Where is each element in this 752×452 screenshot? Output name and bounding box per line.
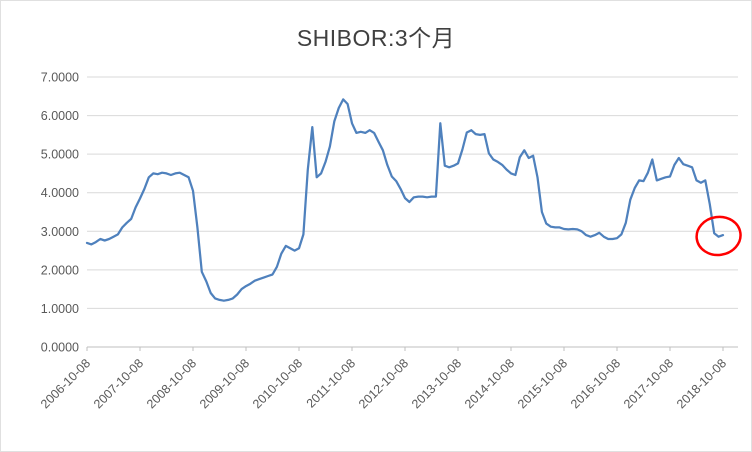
x-axis-tick-label: 2017-10-08 xyxy=(621,356,676,411)
x-axis-tick-label: 2013-10-08 xyxy=(409,356,464,411)
annotation-ellipse xyxy=(695,215,742,257)
y-axis-tick-label: 2.0000 xyxy=(41,263,79,277)
x-axis-tick-label: 2008-10-08 xyxy=(144,356,199,411)
y-axis-tick-label: 1.0000 xyxy=(41,302,79,316)
chart-title: SHIBOR:3个月 xyxy=(296,25,456,51)
y-axis-tick-label: 6.0000 xyxy=(41,109,79,123)
x-axis-tick-label: 2006-10-08 xyxy=(38,356,93,411)
x-axis-tick-label: 2016-10-08 xyxy=(568,356,623,411)
shibor-series-line xyxy=(85,98,725,302)
y-axis-tick-label: 0.0000 xyxy=(41,341,79,355)
x-axis-tick-label: 2010-10-08 xyxy=(250,356,305,411)
y-axis-tick-label: 3.0000 xyxy=(41,225,79,239)
y-axis-tick-label: 7.0000 xyxy=(41,71,79,85)
x-axis-tick-label: 2015-10-08 xyxy=(515,356,570,411)
x-axis-tick-label: 2007-10-08 xyxy=(91,356,146,411)
y-axis-tick-label: 5.0000 xyxy=(41,148,79,162)
x-axis-tick-label: 2009-10-08 xyxy=(197,356,252,411)
x-axis-tick-label: 2018-10-08 xyxy=(674,356,729,411)
y-axis-tick-label: 4.0000 xyxy=(41,186,79,200)
x-axis-tick-label: 2011-10-08 xyxy=(304,356,358,410)
x-axis-tick-label: 2014-10-08 xyxy=(462,356,517,411)
x-axis-tick-label: 2012-10-08 xyxy=(356,356,411,411)
